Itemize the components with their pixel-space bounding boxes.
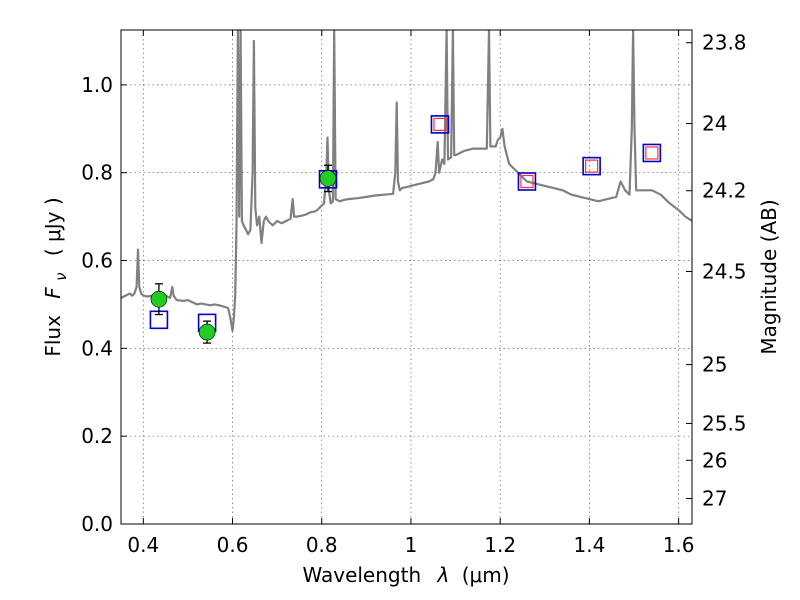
right-tick-label: 25.5 — [702, 411, 747, 435]
upper-limit-point — [645, 146, 659, 160]
plot-area — [121, 30, 692, 344]
y-tick-label: 0.0 — [81, 512, 113, 536]
x-tick-label: 0.8 — [306, 533, 338, 557]
upper-limit-point — [585, 159, 599, 173]
x-axis-label-symbol: λ — [437, 563, 450, 587]
observed-photometry-point — [198, 323, 216, 341]
model-photometry-point — [642, 143, 662, 163]
x-tick-label: 1.4 — [573, 533, 605, 557]
observed-photometry-point — [150, 290, 168, 308]
upper-limit-point — [520, 174, 534, 189]
plot-frame — [120, 29, 693, 525]
right-tick-label: 23.8 — [702, 31, 747, 55]
right-tick-label: 24.5 — [702, 260, 747, 284]
y-tick-label: 0.8 — [81, 161, 113, 185]
y-axis-label-left-unit: ( μJy ) — [41, 197, 65, 256]
y-axis-label-left: Flux F ν ( μJy ) — [41, 197, 71, 356]
right-tick-label: 25 — [702, 353, 727, 377]
y-axis-label-left-symbol: F — [41, 287, 65, 299]
model-photometry-point — [517, 172, 537, 191]
right-tick-label: 24.2 — [702, 179, 747, 203]
model-photometry-point — [430, 115, 450, 134]
axes: 0.4 0.6 0.8 1 1.2 1.4 1.6 0.0 0.2 0.4 0.6 0.8 1.0 23.… — [81, 30, 747, 557]
y-tick-label: 0.4 — [81, 336, 113, 360]
right-tick-label: 26 — [702, 448, 727, 472]
x-tick-label: 1.6 — [663, 533, 695, 557]
y-axis-label-left-text: Flux — [41, 315, 65, 357]
x-tick-label: 1 — [405, 533, 418, 557]
x-tick-label: 0.4 — [127, 533, 159, 557]
x-axis-label-unit: (μm) — [462, 563, 510, 587]
x-axis-label: Wavelength λ (μm) — [302, 563, 509, 587]
x-axis-label-text: Wavelength — [302, 563, 421, 587]
y-tick-label: 0.2 — [81, 424, 113, 448]
y-axis-label-left-subscript: ν — [52, 272, 70, 280]
upper-limit-point — [433, 117, 447, 132]
model-photometry-point — [582, 156, 601, 176]
y-axis-label-right: Magnitude (AB) — [757, 199, 781, 354]
y-tick-label: 0.6 — [81, 249, 113, 273]
observed-photometry-point — [319, 170, 337, 187]
x-tick-label: 0.6 — [217, 533, 249, 557]
right-tick-label: 27 — [702, 487, 727, 511]
spectrum-line — [121, 30, 692, 332]
x-tick-label: 1.2 — [484, 533, 516, 557]
right-tick-label: 24 — [702, 112, 727, 136]
y-tick-label: 1.0 — [81, 73, 113, 97]
